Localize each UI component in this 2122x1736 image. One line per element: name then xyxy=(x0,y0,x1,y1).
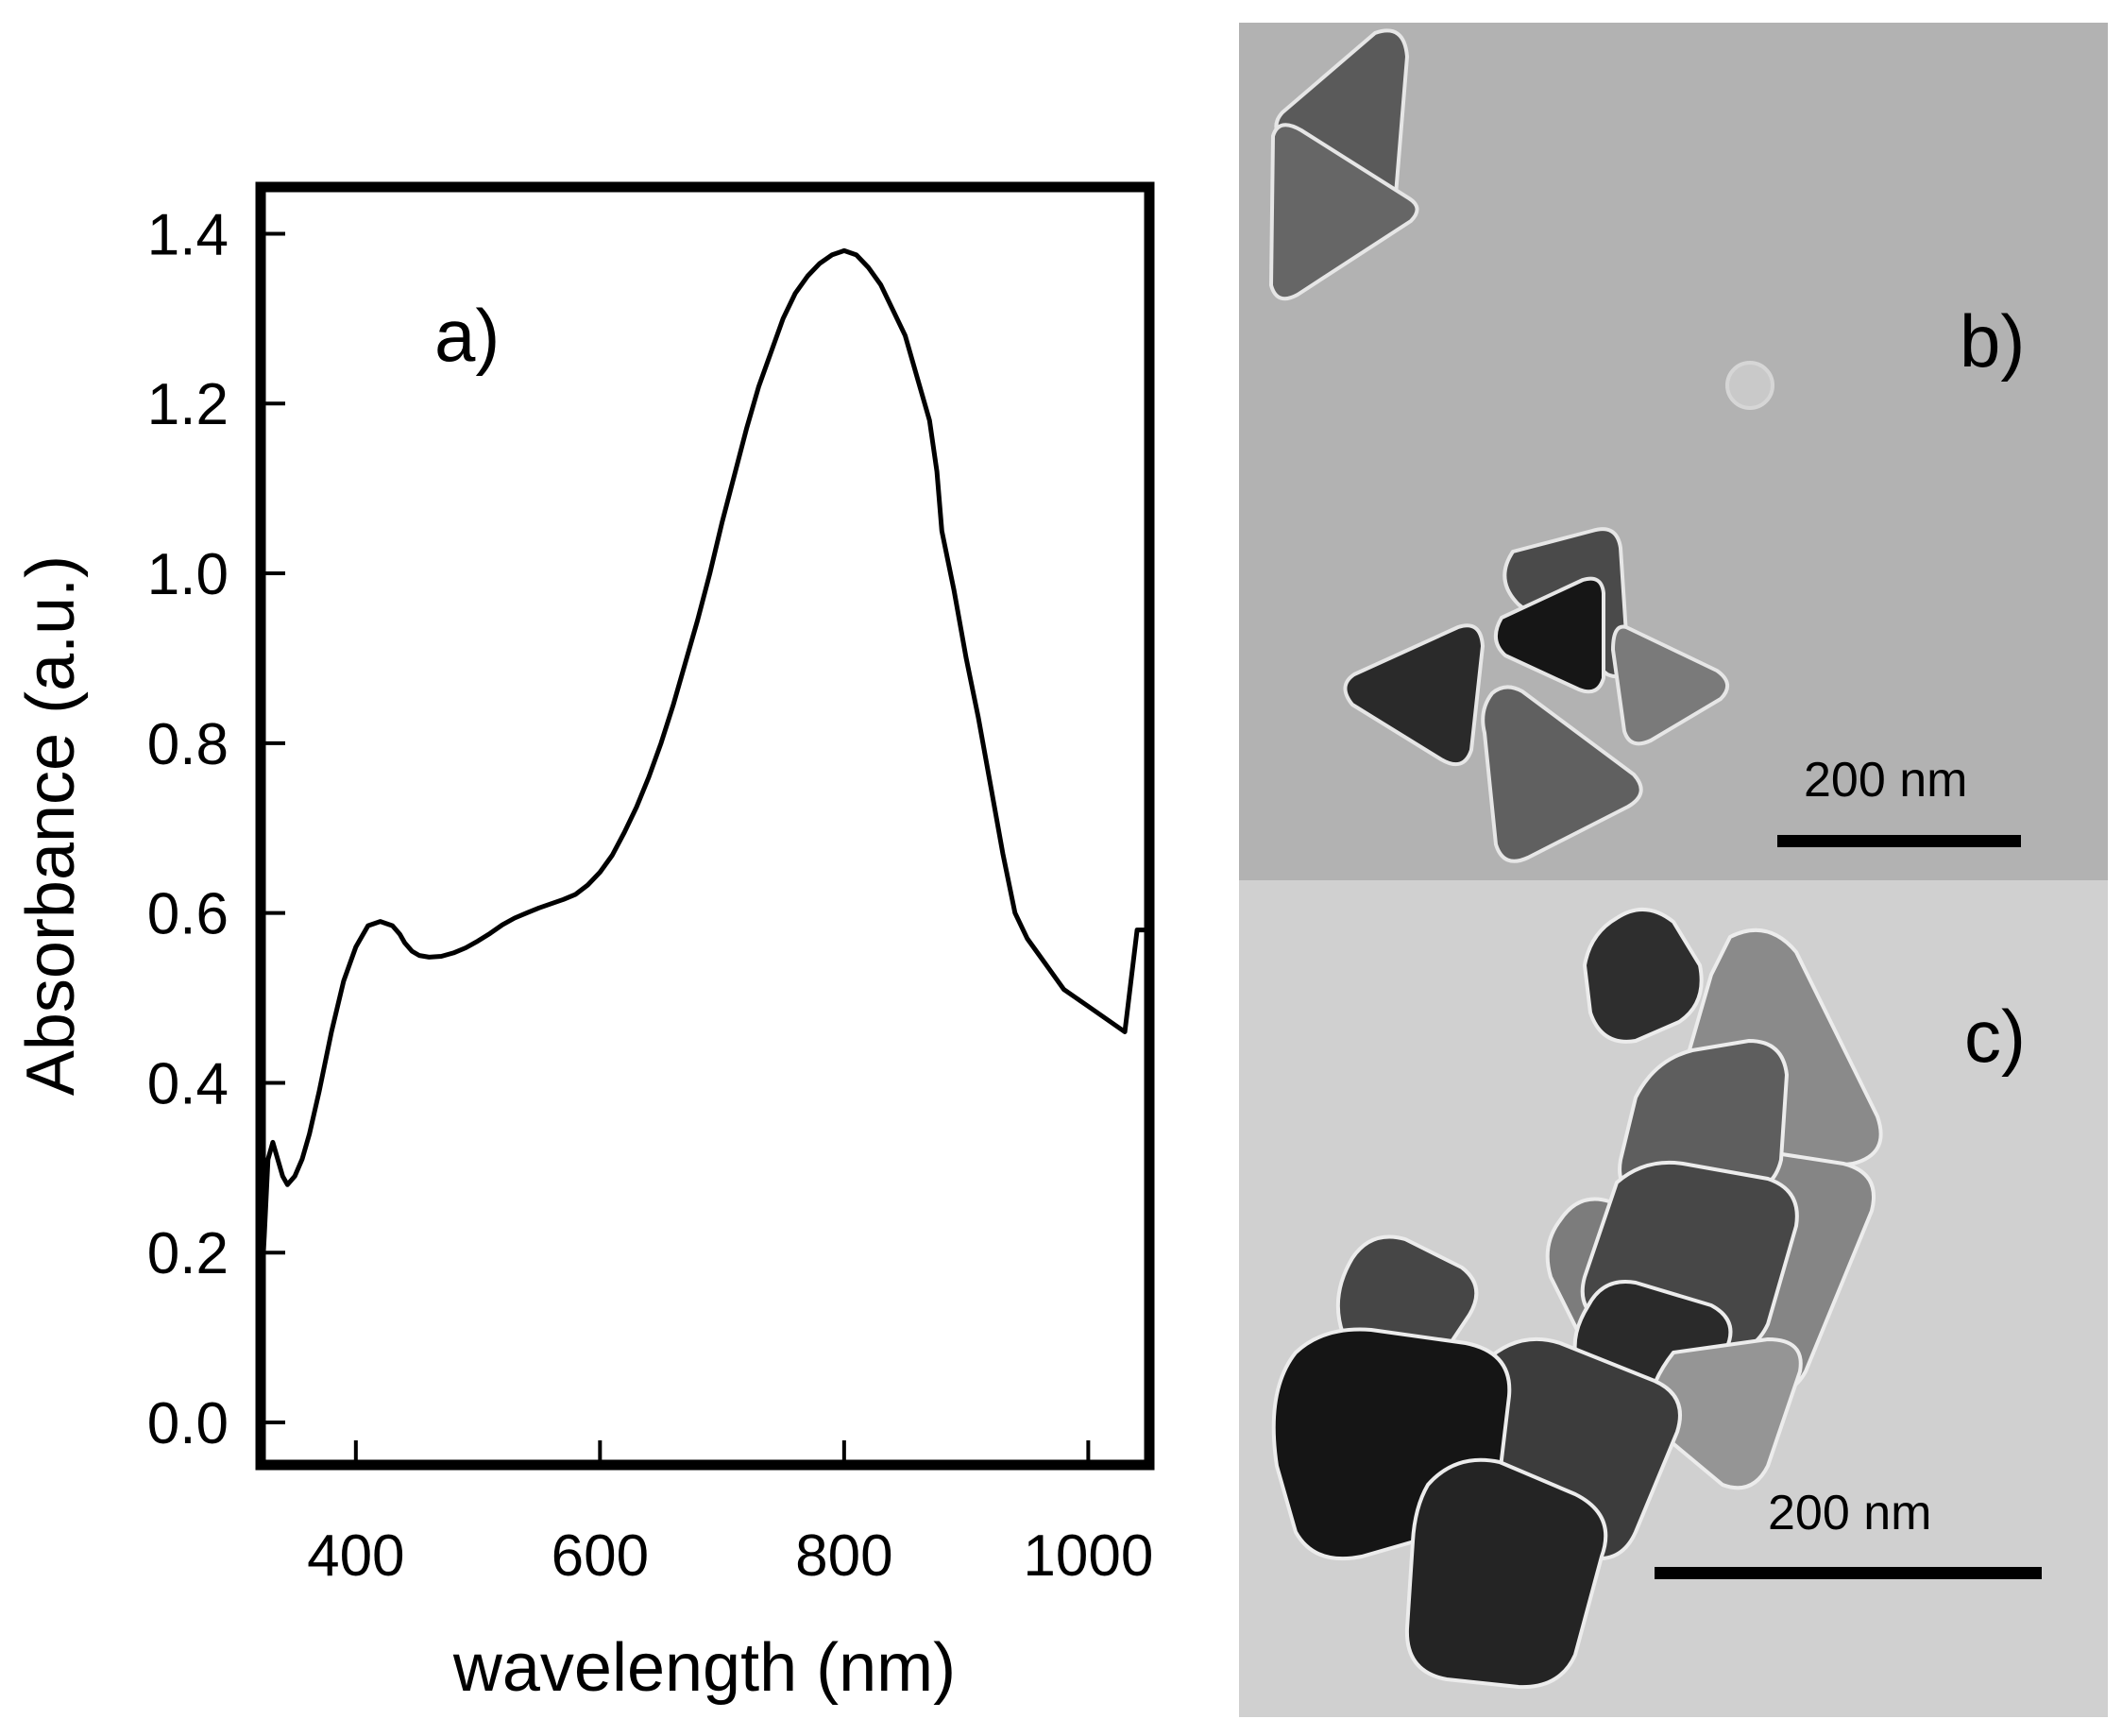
nanoprism xyxy=(1611,624,1729,746)
plot-frame xyxy=(255,181,1155,1471)
scale-label-b: 200 nm xyxy=(1804,753,1968,808)
y-axis-title: Absorbance (a.u.) xyxy=(13,555,89,1096)
nanoprism xyxy=(1269,123,1419,301)
y-tick-label: 0.0 xyxy=(147,1391,229,1456)
y-tick-label: 1.2 xyxy=(147,372,229,437)
absorbance-chart: 400 600 800 1000 0.0 0.2 0.4 0.6 0.8 1.0 1.2 1.4 a)… xyxy=(13,181,1155,1706)
y-tick-label: 0.4 xyxy=(147,1051,229,1116)
tem-particles-c xyxy=(1271,907,1883,1690)
nanoprism xyxy=(1343,623,1485,767)
scale-bar-b xyxy=(1777,835,2021,847)
x-tick-label: 600 xyxy=(552,1523,649,1589)
panel-label-a: a) xyxy=(434,294,500,377)
nanoprism xyxy=(1494,576,1605,694)
x-tick-label: 800 xyxy=(795,1523,892,1589)
x-tick-label: 400 xyxy=(307,1523,404,1589)
y-tick-label: 1.0 xyxy=(147,542,229,607)
scale-bar-c xyxy=(1655,1567,2042,1579)
y-tick-label: 1.4 xyxy=(147,202,229,267)
small-particle xyxy=(1725,361,1774,410)
axis-ticks xyxy=(261,231,1091,1465)
y-tick-label: 0.8 xyxy=(147,712,229,777)
absorbance-line xyxy=(258,247,1152,1306)
series-group xyxy=(258,247,1152,1306)
tem-image-c: c) 200 nm xyxy=(1239,880,2108,1717)
y-tick-label: 0.6 xyxy=(147,882,229,947)
tem-particles-b xyxy=(1269,28,1774,863)
x-tick-label: 1000 xyxy=(1023,1523,1153,1589)
y-tick-label: 0.2 xyxy=(147,1221,229,1286)
panel-label-b: b) xyxy=(1960,299,2026,383)
tem-image-b: b) 200 nm xyxy=(1239,23,2108,880)
panel-label-c: c) xyxy=(1964,995,2026,1078)
nanoparticle xyxy=(1404,1457,1608,1690)
nanoprism xyxy=(1481,685,1643,863)
tick-labels: 400 600 800 1000 0.0 0.2 0.4 0.6 0.8 1.0 1.2 1.4 xyxy=(147,202,1154,1589)
scale-label-c: 200 nm xyxy=(1768,1486,1932,1540)
nanoparticle xyxy=(1583,907,1704,1044)
x-axis-title: wavelength (nm) xyxy=(452,1630,956,1706)
